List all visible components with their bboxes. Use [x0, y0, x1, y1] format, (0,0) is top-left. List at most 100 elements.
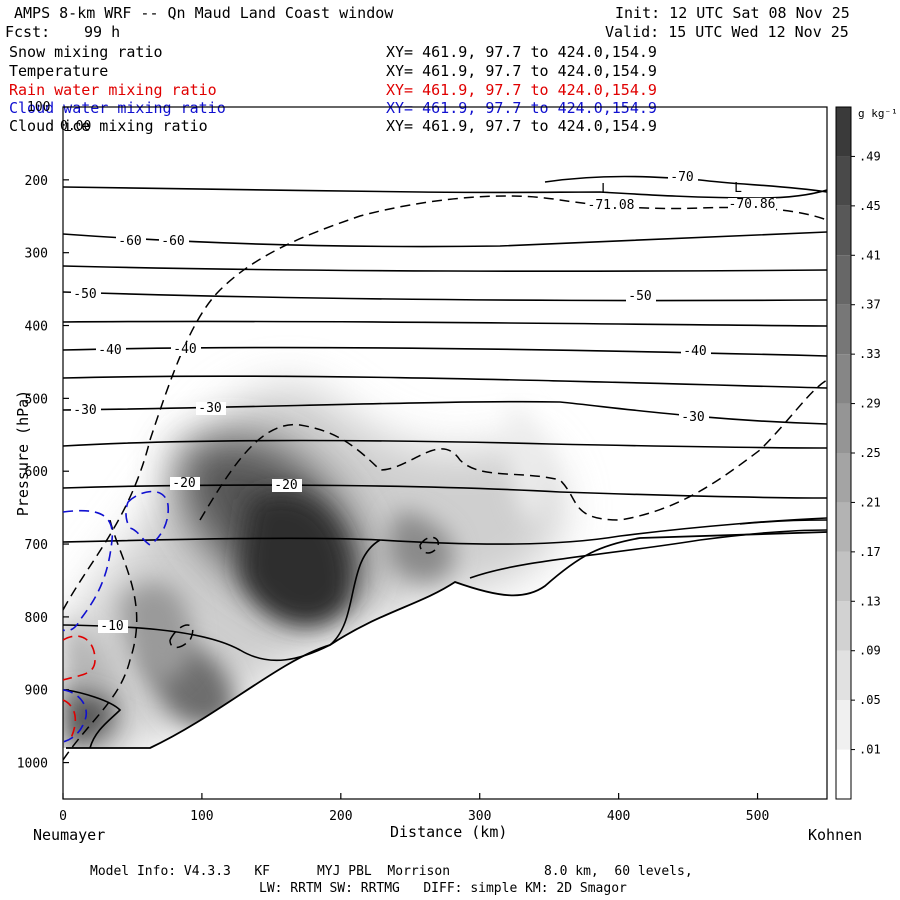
- temperature-label: -40: [683, 344, 706, 359]
- colorbar-tick-label: .45: [859, 199, 881, 213]
- temperature-label: -40: [98, 343, 121, 358]
- x-tick-label: 200: [329, 809, 352, 824]
- temperature-label: -50: [628, 289, 651, 304]
- temperature-label-bg: [96, 344, 126, 357]
- y-axis-title: Pressure (hPa): [14, 389, 33, 517]
- model-info-line1: Model Info: V4.3.3 KF MYJ PBL Morrison 8…: [90, 864, 693, 879]
- y-tick-label: 1000: [17, 757, 48, 772]
- y-tick-label: 900: [25, 684, 48, 699]
- y-tick-label: 300: [25, 247, 48, 262]
- x-tick-label: 100: [190, 809, 213, 824]
- field-xy-snow: XY= 461.9, 97.7 to 424.0,154.9: [386, 43, 657, 61]
- y-tick-label: 500: [25, 392, 48, 407]
- low-symbol: L: [601, 182, 609, 197]
- x-tick-label: 300: [468, 809, 491, 824]
- field-name-temperature: Temperature: [9, 62, 109, 80]
- field-name-rain: Rain water mixing ratio: [9, 81, 217, 99]
- temperature-label: -10: [100, 619, 123, 634]
- colorbar-swatch: [836, 255, 851, 305]
- colorbar-tick-label: .01: [859, 743, 881, 757]
- colorbar-swatch: [836, 700, 851, 750]
- colorbar: .01 .05 .09 .13 .17 .21 .25 .29 .33 .37 .41 .45 .49 g…: [835, 106, 898, 800]
- colorbar-tick-label: .17: [859, 545, 881, 559]
- temperature-label: -20: [172, 476, 195, 491]
- temperature-labels: -70 -60 -60 -50 -50 -40 -40 -40 -30 -30 -30 -20 -20 -…: [71, 170, 776, 634]
- colorbar-swatch: [836, 107, 851, 157]
- colorbar-swatch: [836, 403, 851, 453]
- colorbar-swatch: [836, 551, 851, 602]
- colorbar-tick-label: .05: [859, 693, 881, 707]
- colorbar-swatch: [836, 205, 851, 256]
- colorbar-tick-label: .09: [859, 644, 881, 658]
- field-name-cloud-ice: Cloud ice mixing ratio: [9, 117, 208, 135]
- colorbar-swatch: [836, 156, 851, 206]
- temperature-label: -40: [173, 342, 196, 357]
- field-xy-rain: XY= 461.9, 97.7 to 424.0,154.9: [386, 81, 657, 99]
- y-tick-label: 400: [25, 320, 48, 335]
- forecast-hour: 99 h: [84, 23, 121, 41]
- top-tick-label: 100: [27, 100, 51, 115]
- colorbar-tick-label: .37: [859, 298, 881, 312]
- cloud-ice-contours: [63, 195, 827, 761]
- x-axis: 0 100 200 300 400 500: [59, 793, 769, 824]
- temperature-label-bg: [170, 477, 200, 490]
- temperature-label-bg: [159, 235, 189, 248]
- colorbar-units: g kg⁻¹: [858, 107, 898, 120]
- temperature-label: -60: [161, 234, 184, 249]
- colorbar-tick-label: .41: [859, 248, 881, 262]
- low-symbol: L: [734, 181, 742, 196]
- chart-title: AMPS 8-km WRF -- Qn Maud Land Coast wind…: [14, 4, 394, 22]
- low-value-bg: [587, 199, 635, 212]
- field-xy-temperature: XY= 461.9, 97.7 to 424.0,154.9: [386, 62, 657, 80]
- temperature-label-bg: [116, 235, 146, 248]
- temperature-label-bg: [272, 479, 302, 492]
- y-tick-label: 700: [25, 538, 48, 553]
- temperature-label: -30: [681, 410, 704, 425]
- model-info-line2: LW: RRTM SW: RRTMG DIFF: simple KM: 2D S…: [259, 881, 627, 896]
- y-tick-label: 800: [25, 611, 48, 626]
- temperature-contours: [63, 175, 827, 749]
- valid-time: Valid: 15 UTC Wed 12 Nov 25: [605, 23, 849, 41]
- temperature-label-bg: [71, 404, 101, 417]
- colorbar-tick-label: .29: [859, 397, 881, 411]
- temperature-label-bg: [196, 402, 226, 415]
- temperature-label-bg: [71, 288, 101, 301]
- x-right-endpoint: Kohnen: [808, 826, 863, 844]
- snow-shading: [63, 385, 827, 799]
- temperature-label: -20: [274, 478, 297, 493]
- x-axis-title: Distance (km): [390, 823, 508, 841]
- temperature-label-bg: [98, 620, 128, 633]
- y-tick-label: 600: [25, 465, 48, 480]
- temperature-label: -60: [118, 234, 141, 249]
- temperature-label: -30: [198, 401, 221, 416]
- low-value-bg: [728, 198, 776, 211]
- colorbar-tick-label: .21: [859, 495, 881, 509]
- colorbar-swatch: [836, 502, 851, 552]
- forecast-label: Fcst:: [5, 23, 51, 41]
- colorbar-swatch: [836, 304, 851, 355]
- low-value: -71.08: [588, 198, 635, 213]
- temperature-label: -70: [670, 170, 693, 185]
- colorbar-swatch: [836, 601, 851, 651]
- field-name-cloud-water: Cloud water mixing ratio: [9, 99, 226, 117]
- init-time: Init: 12 UTC Sat 08 Nov 25: [615, 4, 850, 22]
- temperature-label-bg: [679, 411, 709, 424]
- temperature-label-bg: [681, 345, 711, 358]
- x-left-endpoint: Neumayer: [33, 826, 106, 844]
- x-tick-label: 0: [59, 809, 67, 824]
- cloud-water-contours: [63, 490, 169, 743]
- colorbar-tick-label: .49: [859, 149, 881, 163]
- field-name-snow: Snow mixing ratio: [9, 43, 163, 61]
- temperature-label-bg: [171, 343, 201, 356]
- temperature-label: -50: [73, 287, 96, 302]
- temperature-label: -30: [73, 403, 96, 418]
- rain-water-contours: [63, 635, 96, 741]
- y-axis: 200 300 400 500 600 700 800 900 1000: [17, 106, 69, 772]
- colorbar-tick-label: .13: [859, 594, 881, 608]
- colorbar-swatch: [836, 650, 851, 701]
- x-tick-label: 500: [746, 809, 769, 824]
- colorbar-swatch: [836, 749, 851, 799]
- colorbar-tick-label: .25: [859, 446, 881, 460]
- temperature-label-bg: [668, 171, 698, 184]
